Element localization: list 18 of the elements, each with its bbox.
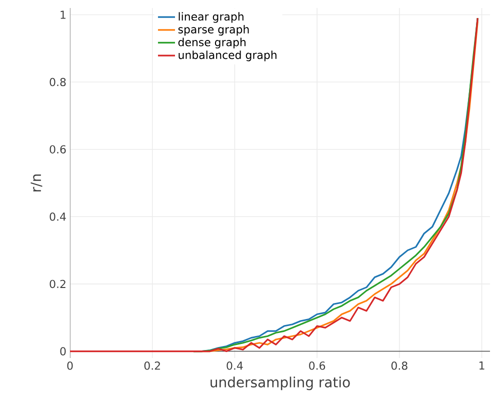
y-tick-label: 0.6 (50, 145, 66, 154)
y-axis-title: r/n (30, 174, 42, 192)
y-tick-label: 0.4 (50, 212, 66, 221)
y-tick-label: 0.2 (50, 280, 66, 288)
y-tick-label: 0 (60, 347, 66, 356)
legend-label: unbalanced graph (178, 50, 276, 62)
legend-label: sparse graph (178, 24, 249, 36)
y-tick-label: 1 (60, 10, 66, 19)
x-tick-label: 0.4 (226, 362, 243, 370)
y-tick-label: 0.8 (50, 78, 66, 86)
x-tick-label: 0.2 (144, 362, 160, 370)
x-tick-label: 1 (479, 362, 484, 370)
x-tick-label: 0.8 (391, 362, 408, 370)
x-tick-label: 0.6 (309, 362, 326, 370)
legend-label: dense graph (178, 38, 246, 48)
x-axis-title: undersampling ratio (210, 376, 350, 390)
x-tick-label: 0 (67, 362, 73, 370)
legend-label: linear graph (178, 12, 244, 23)
